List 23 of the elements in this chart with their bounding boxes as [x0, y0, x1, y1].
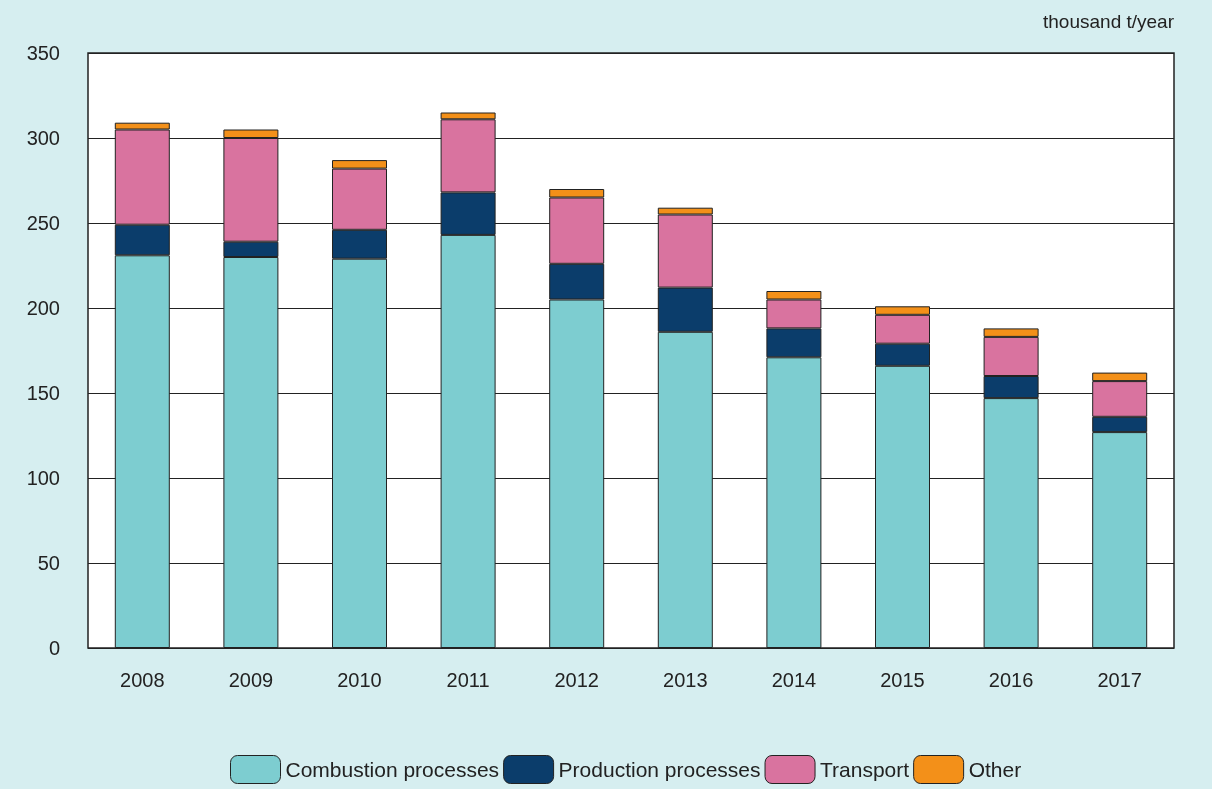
y-tick-label: 300	[26, 127, 60, 149]
x-tick-label: 2008	[120, 669, 165, 691]
y-tick-label: 350	[26, 42, 60, 64]
y-axis-title: thousand t/year	[1043, 11, 1175, 32]
x-tick-label: 2009	[228, 669, 274, 691]
legend-label: Combustion processes	[285, 758, 500, 781]
x-tick-label: 2013	[663, 669, 708, 691]
y-tick-label: 150	[26, 382, 60, 404]
x-tick-label: 2014	[771, 669, 817, 691]
x-tick-label: 2017	[1097, 669, 1142, 691]
y-tick-label: 0	[48, 637, 60, 659]
x-tick-label: 2010	[337, 669, 382, 691]
legend-label: Transport	[820, 758, 910, 781]
y-tick-label: 50	[37, 552, 60, 574]
y-tick-label: 200	[26, 297, 60, 319]
legend-label: Other	[968, 758, 1022, 781]
x-tick-label: 2011	[446, 669, 490, 691]
y-tick-label: 250	[26, 212, 60, 234]
x-tick-label: 2015	[880, 669, 925, 691]
y-tick-label: 100	[26, 467, 60, 489]
legend-label: Production processes	[558, 758, 761, 781]
x-tick-label: 2016	[988, 669, 1034, 691]
x-tick-label: 2012	[554, 669, 599, 691]
